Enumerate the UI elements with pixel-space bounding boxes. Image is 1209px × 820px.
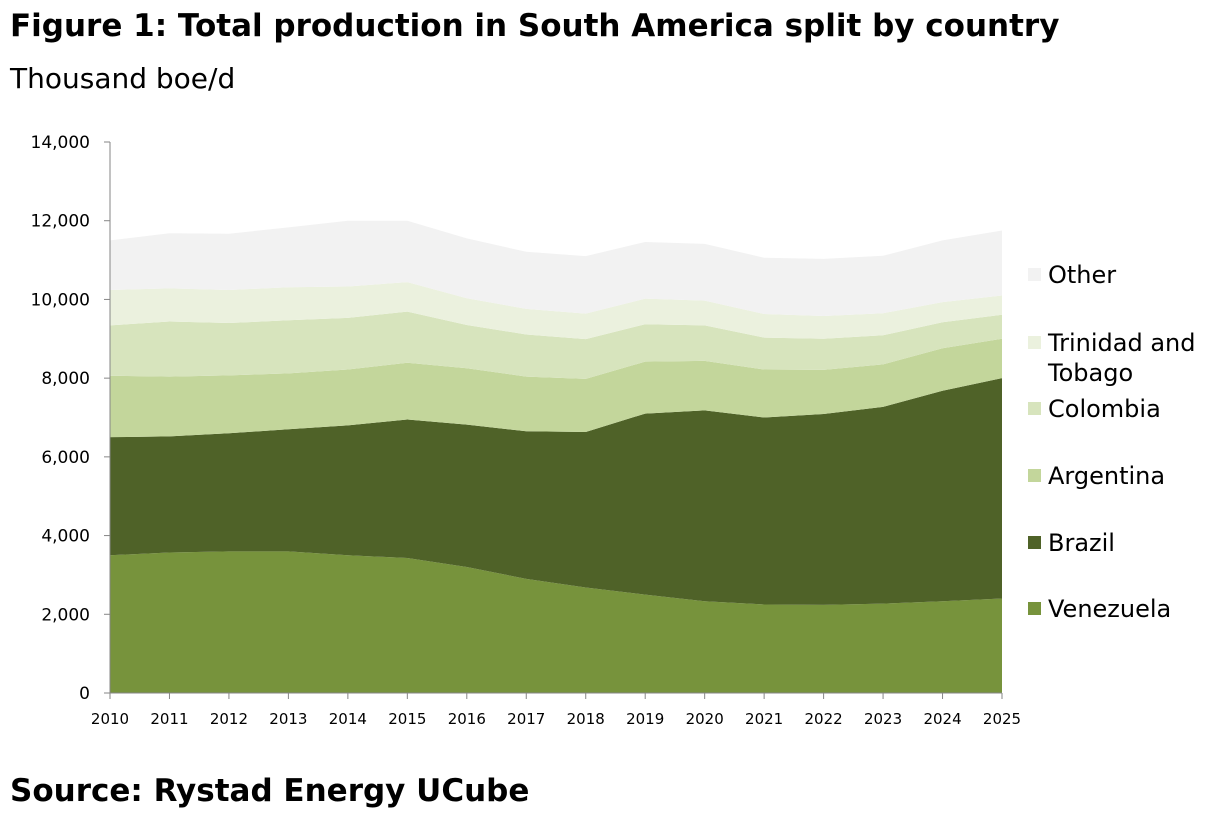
x-tick-label: 2025 — [983, 710, 1021, 728]
x-tick-label: 2019 — [626, 710, 664, 728]
y-tick-label: 10,000 — [31, 290, 90, 310]
legend-label-colombia: Colombia — [1048, 395, 1161, 423]
legend-swatch-other — [1028, 268, 1041, 281]
legend-swatch-colombia — [1028, 402, 1041, 415]
x-tick-label: 2018 — [567, 710, 605, 728]
legend-swatch-brazil — [1028, 536, 1041, 549]
x-tick-label: 2017 — [507, 710, 545, 728]
x-tick-label: 2013 — [269, 710, 307, 728]
area-other — [110, 220, 1002, 316]
y-tick-label: 6,000 — [41, 448, 90, 468]
legend-swatch-argentina — [1028, 469, 1041, 482]
chart-legend: Other Trinidad and Tobago Colombia Argentina… — [1028, 261, 1196, 623]
x-tick-label: 2024 — [923, 710, 961, 728]
x-tick-label: 2022 — [805, 710, 843, 728]
chart-title: Figure 1: Total production in South Amer… — [10, 8, 1060, 44]
area-colombia — [110, 311, 1002, 379]
y-tick-label: 8,000 — [41, 369, 90, 389]
x-tick-label: 2020 — [686, 710, 724, 728]
y-tick-label: 0 — [79, 684, 90, 704]
legend-label-trinidad-and-tobago: Trinidad and Tobago — [1047, 329, 1196, 387]
area-layers — [110, 220, 1002, 693]
x-tick-label: 2012 — [210, 710, 248, 728]
x-tick-label: 2023 — [864, 710, 902, 728]
x-tick-label: 2011 — [150, 710, 188, 728]
y-tick-label: 4,000 — [41, 527, 90, 547]
legend-label-brazil: Brazil — [1048, 529, 1115, 557]
legend-label-venezuela: Venezuela — [1048, 595, 1171, 623]
area-trinidad-and-tobago — [110, 282, 1002, 340]
legend-swatch-venezuela — [1028, 602, 1041, 615]
x-tick-label: 2016 — [448, 710, 486, 728]
legend-label-other: Other — [1048, 261, 1116, 289]
chart-source: Source: Rystad Energy UCube — [10, 773, 530, 809]
chart-unit-label: Thousand boe/d — [10, 62, 236, 95]
x-tick-label: 2015 — [388, 710, 426, 728]
area-venezuela — [110, 551, 1002, 693]
x-tick-label: 2014 — [329, 710, 367, 728]
y-tick-label: 2,000 — [41, 605, 90, 625]
area-brazil — [110, 378, 1002, 605]
y-tick-label: 12,000 — [31, 212, 90, 232]
y-tick-label: 14,000 — [31, 133, 90, 153]
x-tick-label: 2021 — [745, 710, 783, 728]
x-tick-label: 2010 — [91, 710, 129, 728]
chart-axes: 0 2,000 4,000 6,000 8,000 10,000 12,000 14,000 2… — [31, 133, 1022, 728]
legend-swatch-trinidad-and-tobago — [1028, 336, 1041, 349]
legend-label-argentina: Argentina — [1048, 462, 1165, 490]
area-argentina — [110, 338, 1002, 438]
